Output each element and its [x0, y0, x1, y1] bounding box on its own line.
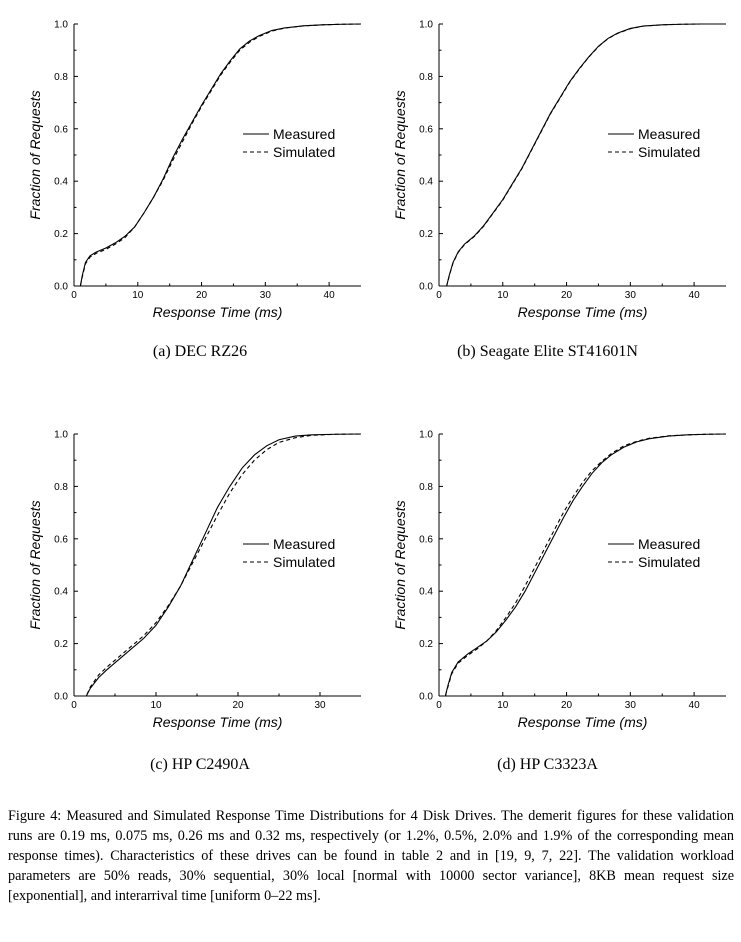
x-tick-label: 30: [625, 700, 637, 711]
x-tick-label: 10: [497, 700, 509, 711]
x-tick-label: 30: [625, 290, 637, 301]
y-tick-label: 0.4: [419, 177, 433, 188]
x-tick-label: 20: [232, 700, 244, 711]
subcaption-b: (b) Seagate Elite ST41601N: [457, 343, 638, 360]
y-tick-label: 0.2: [419, 639, 433, 650]
legend-label-measured: Measured: [638, 536, 700, 552]
legend-label-simulated: Simulated: [273, 144, 335, 160]
y-tick-label: 0.2: [419, 229, 433, 240]
x-axis-title: Response Time (ms): [153, 304, 283, 320]
y-axis-title: Fraction of Requests: [27, 500, 43, 629]
y-tick-label: 0.6: [54, 124, 68, 135]
x-tick-label: 30: [314, 700, 326, 711]
series-line-simulated: [439, 433, 727, 697]
x-tick-label: 10: [132, 290, 144, 301]
y-tick-label: 0.8: [54, 72, 68, 83]
y-tick-label: 1.0: [419, 20, 433, 31]
legend-label-simulated: Simulated: [638, 554, 700, 570]
subcaption-a: (a) DEC RZ26: [152, 343, 248, 360]
series-line-simulated: [74, 433, 362, 697]
y-tick-label: 0.0: [54, 692, 68, 703]
y-tick-label: 0.0: [419, 692, 433, 703]
chart-c: 0.0 0.2 0.4 0.6 0.8 1.0 0 10 20 30 Response Time (…: [27, 430, 362, 730]
y-axis-title: Fraction of Requests: [27, 90, 43, 219]
series-line-measured: [74, 433, 362, 697]
series-line-simulated: [74, 23, 362, 287]
x-tick-label: 0: [436, 290, 442, 301]
chart-b: 0.0 0.2 0.4 0.6 0.8 1.0 0 10 20 30 40 Response Time…: [392, 20, 726, 320]
x-tick-label: 40: [324, 290, 336, 301]
legend-label-simulated: Simulated: [638, 144, 700, 160]
y-axis-title: Fraction of Requests: [392, 90, 408, 219]
y-tick-label: 0.2: [54, 639, 68, 650]
chart-d: 0.0 0.2 0.4 0.6 0.8 1.0 0 10 20 30 40 Response Time…: [392, 430, 727, 730]
x-tick-label: 0: [71, 290, 77, 301]
y-tick-label: 1.0: [54, 430, 68, 441]
y-axis-title: Fraction of Requests: [392, 500, 408, 629]
legend-label-measured: Measured: [273, 536, 335, 552]
x-tick-label: 20: [196, 290, 208, 301]
x-tick-label: 0: [436, 700, 442, 711]
x-tick-label: 40: [689, 290, 701, 301]
x-tick-label: 20: [561, 290, 573, 301]
y-tick-label: 0.8: [419, 72, 433, 83]
y-tick-label: 1.0: [54, 20, 68, 31]
legend-label-simulated: Simulated: [273, 554, 335, 570]
subcaption-d: (d) HP C3323A: [497, 756, 598, 773]
y-tick-label: 0.6: [419, 124, 433, 135]
y-tick-label: 0.4: [419, 587, 433, 598]
chart-panel-a: 0.0 0.2 0.4 0.6 0.8 1.0 0 10 20 30 40 Response Time…: [0, 0, 370, 330]
legend-label-measured: Measured: [638, 126, 700, 142]
x-axis-title: Response Time (ms): [518, 304, 648, 320]
chart-a: 0.0 0.2 0.4 0.6 0.8 1.0 0 10 20 30 40 Response Time…: [27, 20, 362, 320]
x-tick-label: 0: [71, 700, 77, 711]
subcaption-c: (c) HP C2490A: [150, 756, 250, 773]
figure-caption: Figure 4: Measured and Simulated Respons…: [8, 808, 734, 904]
y-tick-label: 0.6: [419, 534, 433, 545]
legend-label-measured: Measured: [273, 126, 335, 142]
y-tick-label: 0.4: [54, 587, 68, 598]
y-tick-label: 0.4: [54, 177, 68, 188]
y-tick-label: 0.6: [54, 534, 68, 545]
x-axis-title: Response Time (ms): [518, 714, 648, 730]
chart-panel-c: 0.0 0.2 0.4 0.6 0.8 1.0 0 10 20 30 Response Time (…: [0, 410, 370, 740]
series-line-simulated: [439, 23, 726, 287]
y-tick-label: 0.0: [54, 282, 68, 293]
y-tick-label: 0.8: [54, 482, 68, 493]
x-axis-title: Response Time (ms): [153, 714, 283, 730]
chart-panel-b: 0.0 0.2 0.4 0.6 0.8 1.0 0 10 20 30 40 Response Time…: [365, 0, 735, 330]
y-tick-label: 1.0: [419, 430, 433, 441]
x-tick-label: 40: [689, 700, 701, 711]
chart-panel-d: 0.0 0.2 0.4 0.6 0.8 1.0 0 10 20 30 40 Response Time…: [365, 410, 735, 740]
x-tick-label: 10: [497, 290, 509, 301]
y-tick-label: 0.2: [54, 229, 68, 240]
x-tick-label: 30: [260, 290, 272, 301]
y-tick-label: 0.0: [419, 282, 433, 293]
x-tick-label: 10: [150, 700, 162, 711]
x-tick-label: 20: [561, 700, 573, 711]
y-tick-label: 0.8: [419, 482, 433, 493]
